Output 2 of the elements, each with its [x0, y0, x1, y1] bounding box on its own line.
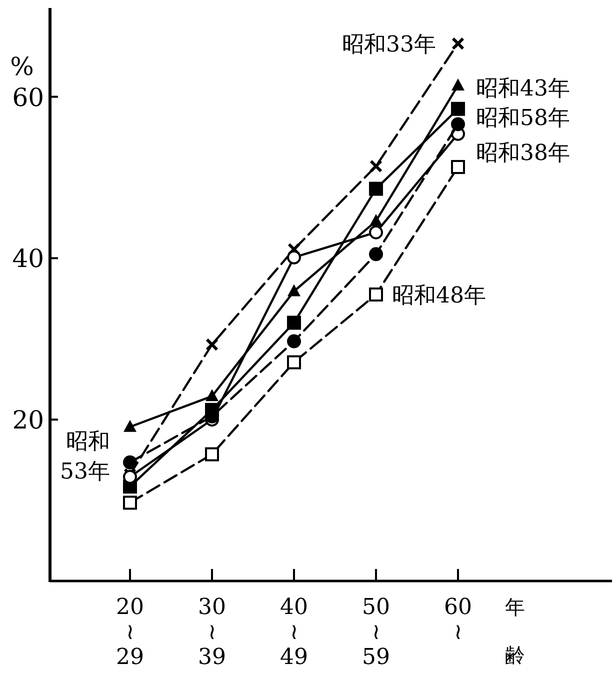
xlabel: 年齢 — [505, 595, 525, 667]
ylabel: % — [10, 52, 34, 81]
